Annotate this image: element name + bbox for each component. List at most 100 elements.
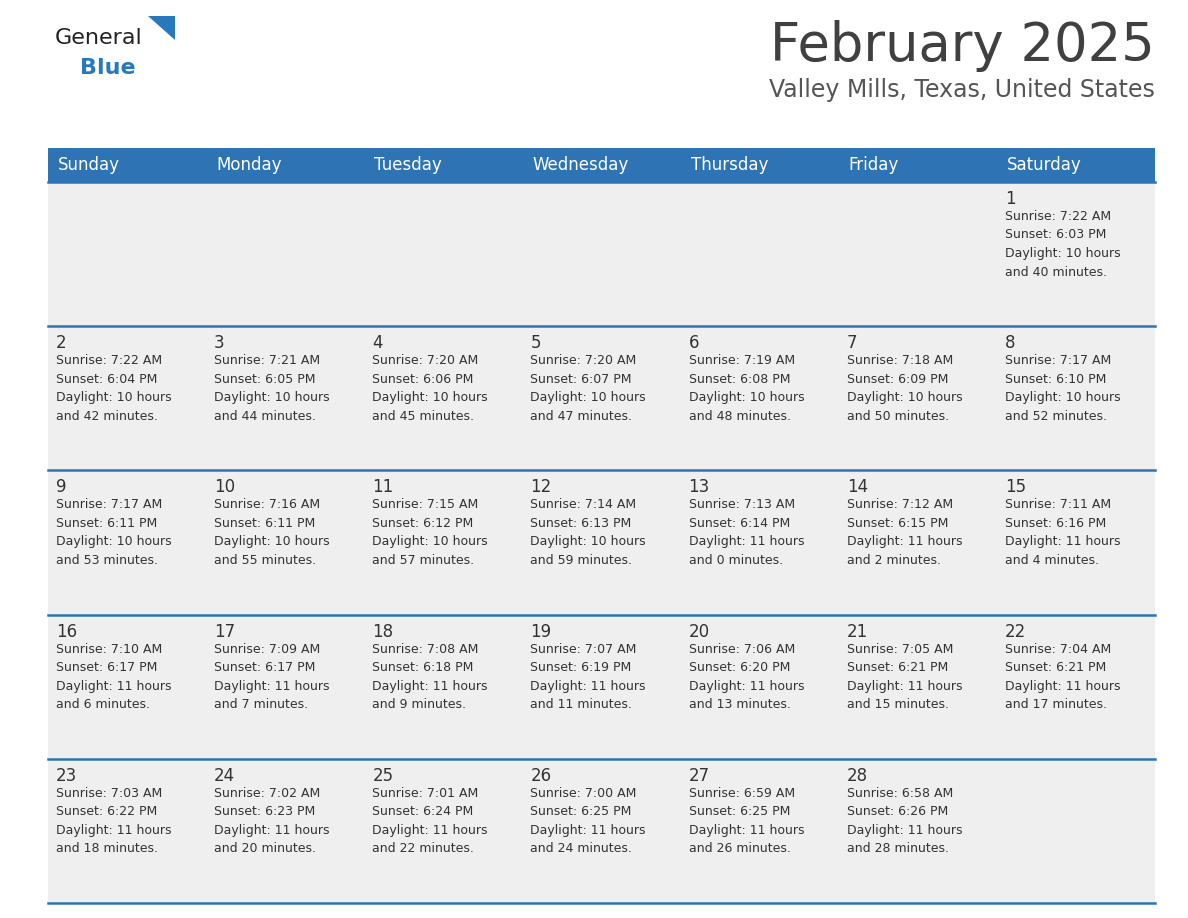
Text: 3: 3 <box>214 334 225 353</box>
Text: Sunrise: 7:22 AM
Sunset: 6:04 PM
Daylight: 10 hours
and 42 minutes.: Sunrise: 7:22 AM Sunset: 6:04 PM Dayligh… <box>56 354 171 422</box>
Text: 4: 4 <box>372 334 383 353</box>
Text: 19: 19 <box>530 622 551 641</box>
Text: Sunrise: 7:05 AM
Sunset: 6:21 PM
Daylight: 11 hours
and 15 minutes.: Sunrise: 7:05 AM Sunset: 6:21 PM Dayligh… <box>847 643 962 711</box>
Text: Sunrise: 7:01 AM
Sunset: 6:24 PM
Daylight: 11 hours
and 22 minutes.: Sunrise: 7:01 AM Sunset: 6:24 PM Dayligh… <box>372 787 488 856</box>
Text: Sunrise: 7:16 AM
Sunset: 6:11 PM
Daylight: 10 hours
and 55 minutes.: Sunrise: 7:16 AM Sunset: 6:11 PM Dayligh… <box>214 498 330 567</box>
Polygon shape <box>148 16 175 40</box>
Text: 9: 9 <box>56 478 67 497</box>
Text: Sunrise: 7:14 AM
Sunset: 6:13 PM
Daylight: 10 hours
and 59 minutes.: Sunrise: 7:14 AM Sunset: 6:13 PM Dayligh… <box>530 498 646 567</box>
Bar <box>365 470 523 614</box>
Text: General: General <box>55 28 143 48</box>
Bar <box>48 182 207 326</box>
Bar <box>681 614 839 759</box>
Text: Sunrise: 6:58 AM
Sunset: 6:26 PM
Daylight: 11 hours
and 28 minutes.: Sunrise: 6:58 AM Sunset: 6:26 PM Dayligh… <box>847 787 962 856</box>
Bar <box>681 759 839 903</box>
Bar <box>365 759 523 903</box>
Text: 15: 15 <box>1005 478 1026 497</box>
Bar <box>681 182 839 326</box>
Bar <box>839 759 997 903</box>
Text: Sunrise: 7:09 AM
Sunset: 6:17 PM
Daylight: 11 hours
and 7 minutes.: Sunrise: 7:09 AM Sunset: 6:17 PM Dayligh… <box>214 643 329 711</box>
Text: Sunrise: 7:08 AM
Sunset: 6:18 PM
Daylight: 11 hours
and 9 minutes.: Sunrise: 7:08 AM Sunset: 6:18 PM Dayligh… <box>372 643 488 711</box>
Text: 5: 5 <box>530 334 541 353</box>
Bar <box>839 470 997 614</box>
Text: 12: 12 <box>530 478 551 497</box>
Text: 16: 16 <box>56 622 77 641</box>
Text: Sunrise: 7:12 AM
Sunset: 6:15 PM
Daylight: 11 hours
and 2 minutes.: Sunrise: 7:12 AM Sunset: 6:15 PM Dayligh… <box>847 498 962 567</box>
Text: Sunrise: 7:03 AM
Sunset: 6:22 PM
Daylight: 11 hours
and 18 minutes.: Sunrise: 7:03 AM Sunset: 6:22 PM Dayligh… <box>56 787 171 856</box>
Text: Thursday: Thursday <box>690 156 767 174</box>
Text: Sunrise: 7:20 AM
Sunset: 6:06 PM
Daylight: 10 hours
and 45 minutes.: Sunrise: 7:20 AM Sunset: 6:06 PM Dayligh… <box>372 354 488 422</box>
Text: Sunrise: 7:06 AM
Sunset: 6:20 PM
Daylight: 11 hours
and 13 minutes.: Sunrise: 7:06 AM Sunset: 6:20 PM Dayligh… <box>689 643 804 711</box>
Bar <box>997 182 1155 326</box>
Text: Sunrise: 7:13 AM
Sunset: 6:14 PM
Daylight: 11 hours
and 0 minutes.: Sunrise: 7:13 AM Sunset: 6:14 PM Dayligh… <box>689 498 804 567</box>
Text: 25: 25 <box>372 767 393 785</box>
Text: 28: 28 <box>847 767 868 785</box>
Bar <box>681 326 839 470</box>
Text: Sunrise: 7:21 AM
Sunset: 6:05 PM
Daylight: 10 hours
and 44 minutes.: Sunrise: 7:21 AM Sunset: 6:05 PM Dayligh… <box>214 354 330 422</box>
Bar <box>839 148 997 182</box>
Text: Sunrise: 7:15 AM
Sunset: 6:12 PM
Daylight: 10 hours
and 57 minutes.: Sunrise: 7:15 AM Sunset: 6:12 PM Dayligh… <box>372 498 488 567</box>
Bar <box>48 470 207 614</box>
Text: 8: 8 <box>1005 334 1016 353</box>
Bar <box>48 148 207 182</box>
Bar <box>207 614 365 759</box>
Text: Sunrise: 7:10 AM
Sunset: 6:17 PM
Daylight: 11 hours
and 6 minutes.: Sunrise: 7:10 AM Sunset: 6:17 PM Dayligh… <box>56 643 171 711</box>
Bar <box>365 614 523 759</box>
Bar <box>48 326 207 470</box>
Text: Monday: Monday <box>216 156 282 174</box>
Text: 27: 27 <box>689 767 709 785</box>
Text: Sunrise: 7:18 AM
Sunset: 6:09 PM
Daylight: 10 hours
and 50 minutes.: Sunrise: 7:18 AM Sunset: 6:09 PM Dayligh… <box>847 354 962 422</box>
Bar <box>839 182 997 326</box>
Text: Sunrise: 7:02 AM
Sunset: 6:23 PM
Daylight: 11 hours
and 20 minutes.: Sunrise: 7:02 AM Sunset: 6:23 PM Dayligh… <box>214 787 329 856</box>
Text: Sunday: Sunday <box>58 156 120 174</box>
Bar <box>839 614 997 759</box>
Text: 2: 2 <box>56 334 67 353</box>
Bar <box>523 182 681 326</box>
Text: 10: 10 <box>214 478 235 497</box>
Text: Sunrise: 7:07 AM
Sunset: 6:19 PM
Daylight: 11 hours
and 11 minutes.: Sunrise: 7:07 AM Sunset: 6:19 PM Dayligh… <box>530 643 646 711</box>
Bar <box>523 148 681 182</box>
Text: Sunrise: 7:04 AM
Sunset: 6:21 PM
Daylight: 11 hours
and 17 minutes.: Sunrise: 7:04 AM Sunset: 6:21 PM Dayligh… <box>1005 643 1120 711</box>
Text: 1: 1 <box>1005 190 1016 208</box>
Bar <box>523 326 681 470</box>
Bar <box>997 326 1155 470</box>
Text: 24: 24 <box>214 767 235 785</box>
Bar <box>365 182 523 326</box>
Text: 20: 20 <box>689 622 709 641</box>
Text: Friday: Friday <box>848 156 899 174</box>
Bar <box>523 470 681 614</box>
Bar <box>997 614 1155 759</box>
Text: Tuesday: Tuesday <box>374 156 442 174</box>
Text: Saturday: Saturday <box>1007 156 1081 174</box>
Text: Sunrise: 7:17 AM
Sunset: 6:10 PM
Daylight: 10 hours
and 52 minutes.: Sunrise: 7:17 AM Sunset: 6:10 PM Dayligh… <box>1005 354 1120 422</box>
Text: 17: 17 <box>214 622 235 641</box>
Text: 11: 11 <box>372 478 393 497</box>
Bar <box>207 182 365 326</box>
Text: 6: 6 <box>689 334 699 353</box>
Text: Sunrise: 7:00 AM
Sunset: 6:25 PM
Daylight: 11 hours
and 24 minutes.: Sunrise: 7:00 AM Sunset: 6:25 PM Dayligh… <box>530 787 646 856</box>
Text: 13: 13 <box>689 478 709 497</box>
Text: Sunrise: 7:11 AM
Sunset: 6:16 PM
Daylight: 11 hours
and 4 minutes.: Sunrise: 7:11 AM Sunset: 6:16 PM Dayligh… <box>1005 498 1120 567</box>
Text: Sunrise: 7:22 AM
Sunset: 6:03 PM
Daylight: 10 hours
and 40 minutes.: Sunrise: 7:22 AM Sunset: 6:03 PM Dayligh… <box>1005 210 1120 278</box>
Text: 21: 21 <box>847 622 868 641</box>
Text: Sunrise: 7:19 AM
Sunset: 6:08 PM
Daylight: 10 hours
and 48 minutes.: Sunrise: 7:19 AM Sunset: 6:08 PM Dayligh… <box>689 354 804 422</box>
Text: Sunrise: 6:59 AM
Sunset: 6:25 PM
Daylight: 11 hours
and 26 minutes.: Sunrise: 6:59 AM Sunset: 6:25 PM Dayligh… <box>689 787 804 856</box>
Bar <box>48 759 207 903</box>
Bar <box>839 326 997 470</box>
Bar <box>523 614 681 759</box>
Bar <box>997 759 1155 903</box>
Bar <box>207 470 365 614</box>
Text: 7: 7 <box>847 334 858 353</box>
Bar <box>681 470 839 614</box>
Text: 23: 23 <box>56 767 77 785</box>
Bar <box>365 148 523 182</box>
Bar <box>523 759 681 903</box>
Text: 26: 26 <box>530 767 551 785</box>
Text: Sunrise: 7:17 AM
Sunset: 6:11 PM
Daylight: 10 hours
and 53 minutes.: Sunrise: 7:17 AM Sunset: 6:11 PM Dayligh… <box>56 498 171 567</box>
Bar <box>207 326 365 470</box>
Text: Blue: Blue <box>80 58 135 78</box>
Bar <box>681 148 839 182</box>
Text: 18: 18 <box>372 622 393 641</box>
Text: Sunrise: 7:20 AM
Sunset: 6:07 PM
Daylight: 10 hours
and 47 minutes.: Sunrise: 7:20 AM Sunset: 6:07 PM Dayligh… <box>530 354 646 422</box>
Bar <box>997 470 1155 614</box>
